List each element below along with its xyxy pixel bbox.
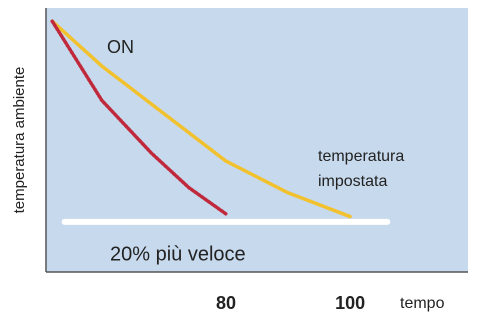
x-axis-label: tempo bbox=[400, 295, 445, 312]
annotation: ON bbox=[107, 37, 134, 57]
y-axis-label: temperatura ambiente bbox=[11, 67, 28, 214]
annotation: 20% più veloce bbox=[110, 243, 246, 265]
x-tick-label: 80 bbox=[216, 293, 236, 313]
x-tick-label: 100 bbox=[335, 293, 365, 313]
series-line bbox=[50, 19, 352, 219]
series-line bbox=[50, 19, 228, 216]
plot-area bbox=[46, 8, 468, 272]
annotation: impostata bbox=[318, 173, 387, 190]
annotation: temperatura bbox=[318, 148, 404, 165]
